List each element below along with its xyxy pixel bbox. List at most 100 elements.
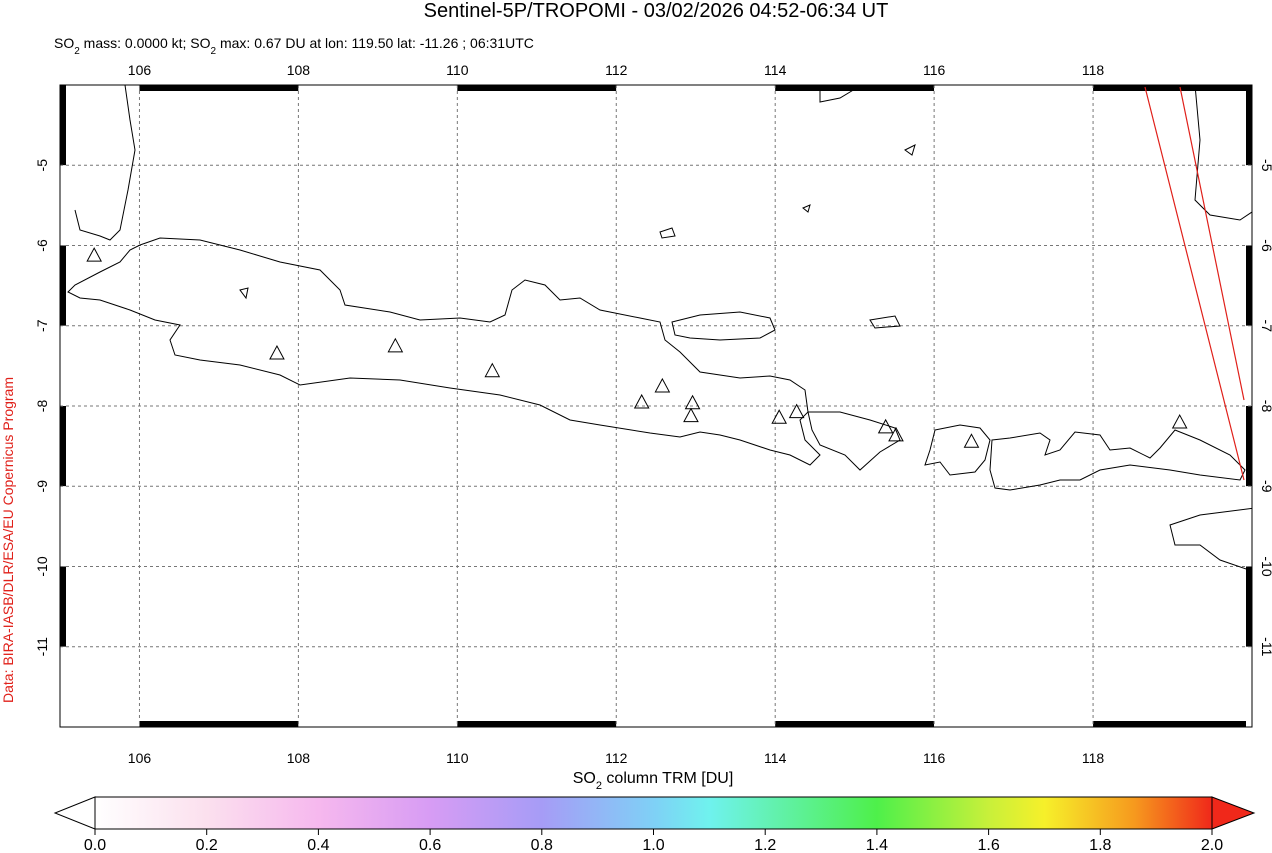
- coastline: [239, 144, 916, 329]
- frame-band: [60, 646, 66, 727]
- y-tick-label: -7: [1259, 320, 1272, 333]
- frame-band: [139, 721, 299, 727]
- y-tick-label: -6: [34, 239, 50, 252]
- coastline: [1169, 507, 1252, 572]
- markers: [86, 247, 1188, 448]
- frame-band: [1246, 245, 1252, 326]
- x-tick-label: 116: [923, 62, 946, 78]
- frame-band: [457, 85, 617, 91]
- coastline: [989, 429, 1246, 491]
- frame-band: [457, 721, 617, 727]
- frame-band: [1246, 566, 1252, 647]
- frame-band: [60, 85, 66, 166]
- frame-band: [1093, 721, 1252, 727]
- x-tick-label: 106: [128, 62, 152, 78]
- x-tick-label: 114: [764, 750, 787, 766]
- colorbar-tick-label: 1.0: [642, 837, 664, 853]
- volcano-marker: [877, 418, 894, 434]
- colorbar-tick-label: 0.8: [531, 837, 553, 853]
- x-tick-label: 110: [446, 750, 469, 766]
- frame-band: [60, 325, 66, 406]
- frame-band: [775, 721, 935, 727]
- volcano-marker: [86, 247, 103, 262]
- frame-band: [60, 486, 66, 567]
- credit: Data: BIRA-IASB/DLR/ESA/EU Copernicus Pr…: [0, 377, 16, 703]
- volcano-marker: [683, 407, 699, 423]
- y-tick-label: -11: [1259, 637, 1272, 656]
- frame-band: [1246, 85, 1252, 166]
- frame-band: [616, 85, 776, 91]
- y-tick-label: -10: [34, 556, 50, 576]
- y-tick-label: -8: [1259, 400, 1272, 413]
- volcano-marker: [888, 426, 904, 442]
- x-tick-label: 116: [923, 750, 946, 766]
- frame-band: [1246, 646, 1252, 727]
- swath-edge: [1144, 86, 1245, 481]
- volcano-marker: [633, 393, 650, 409]
- colorbar-tick-label: 1.8: [1089, 837, 1111, 853]
- x-tick-label: 110: [446, 62, 469, 78]
- x-tick-label: 108: [287, 750, 311, 766]
- colorbar-label-text: column TRM [DU]: [602, 770, 733, 787]
- coastline: [67, 237, 821, 466]
- frame-band: [1246, 165, 1252, 246]
- frame-band: [60, 165, 66, 246]
- y-tick-label: -10: [1259, 556, 1272, 576]
- subtitle-text: SO: [54, 35, 74, 51]
- coastline: [1194, 85, 1252, 221]
- y-tick-label: -7: [34, 319, 50, 332]
- frame-band: [60, 406, 66, 487]
- x-tick-label: 114: [764, 62, 787, 78]
- colorbar-gradient: [95, 797, 1212, 829]
- colorbar-tick-label: 2.0: [1201, 837, 1223, 853]
- colorbar-under-arrow: [53, 796, 96, 830]
- frame-band: [775, 85, 935, 91]
- volcano-marker: [684, 394, 701, 410]
- subtitle: SO2 mass: 0.0000 kt; SO2 max: 0.67 DU at…: [54, 35, 534, 57]
- coastline: [924, 424, 991, 476]
- colorbar-tick-label: 0.4: [307, 837, 329, 853]
- frame-band: [1246, 406, 1252, 487]
- frame-band: [934, 721, 1094, 727]
- volcano-marker: [1171, 413, 1188, 429]
- volcano-marker: [387, 337, 404, 353]
- colorbar-label-subscript: 2: [596, 780, 602, 792]
- colorbar-tick-label: 1.2: [754, 837, 776, 853]
- y-tick-label: -6: [1259, 239, 1272, 252]
- frame-band: [1246, 486, 1252, 567]
- frame-band: [60, 245, 66, 326]
- frame-band: [60, 566, 66, 647]
- volcano-marker: [654, 377, 671, 393]
- subtitle-text: mass: 0.0000 kt; SO: [80, 35, 211, 51]
- frame-band: [298, 85, 458, 91]
- coastline: [671, 311, 776, 341]
- subtitle-subscript: 2: [211, 46, 217, 57]
- frame-band: [139, 85, 299, 91]
- volcano-marker: [788, 403, 805, 419]
- volcano-marker: [484, 362, 501, 378]
- frame-band: [298, 721, 458, 727]
- coastline: [819, 85, 861, 103]
- frame-band: [1093, 85, 1252, 91]
- x-tick-label: 118: [1082, 750, 1105, 766]
- colorbar-label-text: SO: [573, 770, 596, 787]
- coastline: [807, 411, 901, 471]
- y-tick-label: -8: [34, 400, 50, 413]
- subtitle-subscript: 2: [74, 46, 80, 57]
- grid: [60, 85, 1252, 727]
- colorbar-tick-label: 1.6: [977, 837, 999, 853]
- frame-band: [60, 85, 140, 91]
- coastline: [74, 85, 136, 241]
- colorbar-tick-label: 0.0: [84, 837, 106, 853]
- x-tick-label: 112: [605, 750, 628, 766]
- x-tick-label: 112: [605, 62, 628, 78]
- subtitle-text: max: 0.67 DU at lon: 119.50 lat: -11.26 …: [216, 35, 534, 51]
- y-tick-label: -5: [34, 159, 50, 172]
- x-tick-label: 108: [287, 62, 311, 78]
- frame-band: [616, 721, 776, 727]
- title: Sentinel-5P/TROPOMI - 03/02/2026 04:52-0…: [424, 0, 889, 22]
- frame-band: [1246, 325, 1252, 406]
- frame-band: [60, 721, 140, 727]
- y-tick-label: -9: [34, 480, 50, 493]
- volcano-marker: [963, 433, 980, 448]
